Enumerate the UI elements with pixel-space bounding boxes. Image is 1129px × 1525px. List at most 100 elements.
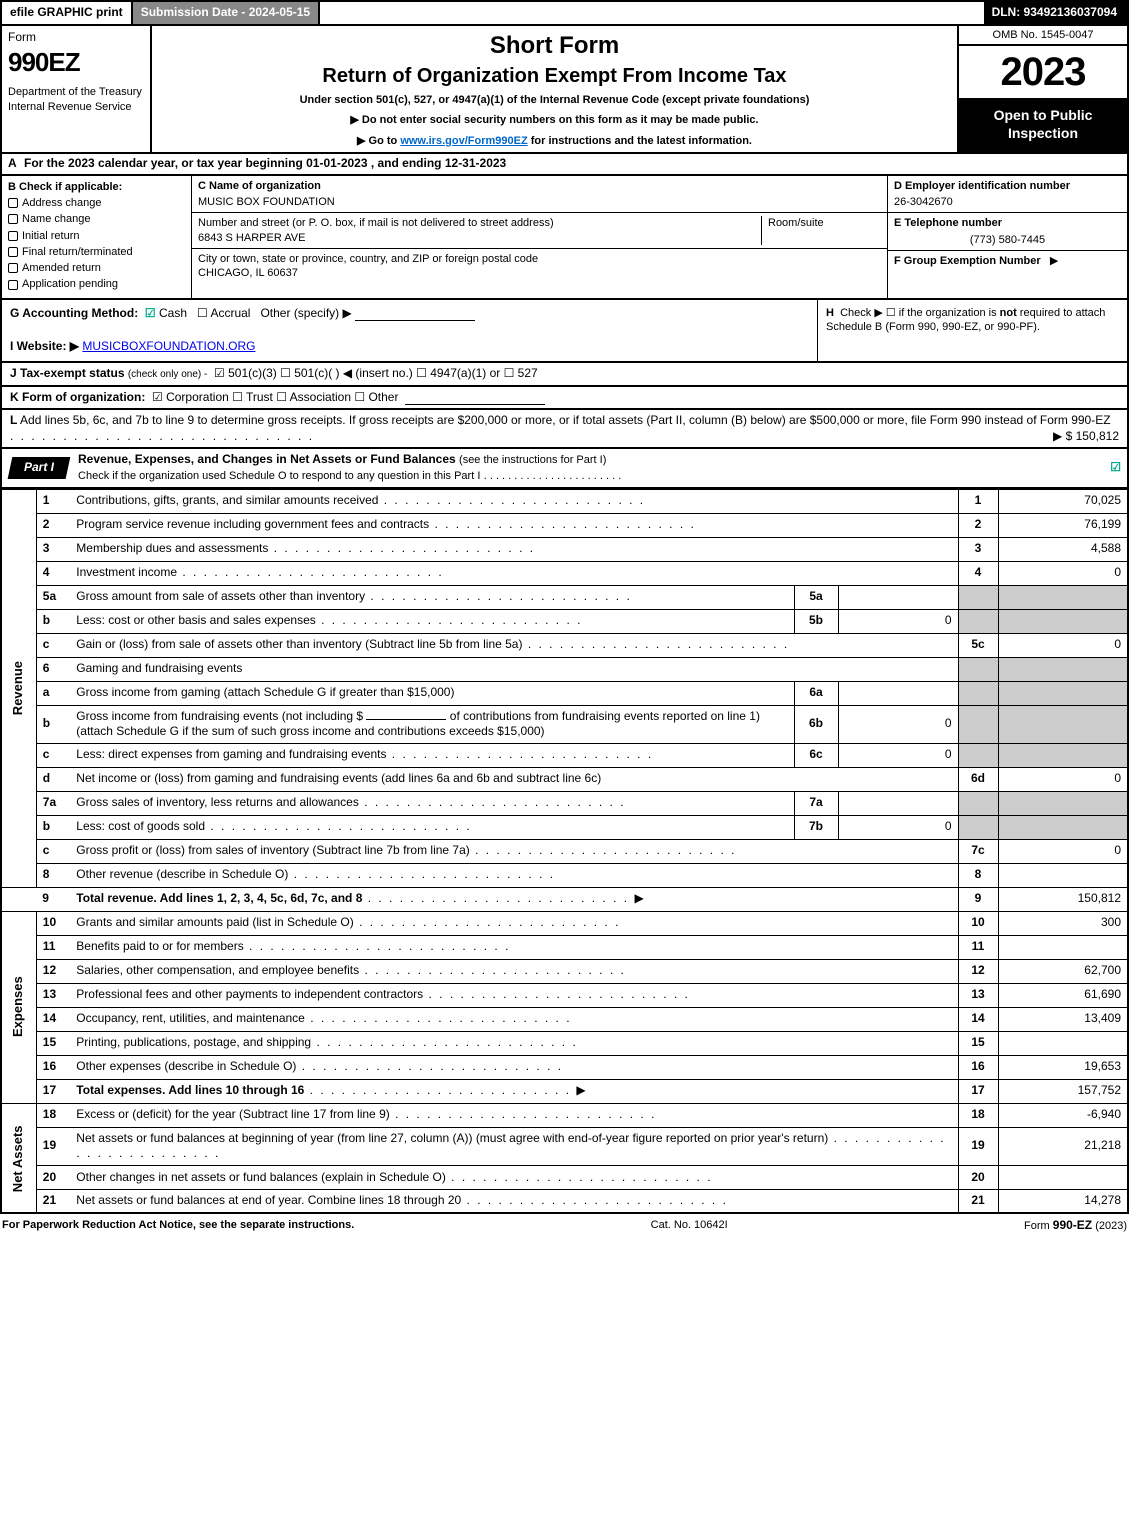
line-12: 12 Salaries, other compensation, and emp… [1,959,1128,983]
line-7a: 7a Gross sales of inventory, less return… [1,791,1128,815]
line-5a: 5a Gross amount from sale of assets othe… [1,585,1128,609]
addr-label: Number and street (or P. O. box, if mail… [198,216,761,230]
paperwork-notice: For Paperwork Reduction Act Notice, see … [2,1218,354,1234]
checkbox-icon [8,214,18,224]
line-6b-value: 0 [838,705,958,743]
open-to-public: Open to Public Inspection [959,100,1127,152]
col-b-label: B [8,181,16,193]
other-specify-line[interactable] [355,309,475,321]
h-not: not [1000,307,1017,319]
line-21-value: 14,278 [998,1189,1128,1213]
group-label: F Group Exemption Number [894,255,1041,267]
i-label: I Website: ▶ [10,339,79,353]
header-left: Form 990EZ Department of the Treasury In… [2,26,152,152]
line-6d-value: 0 [998,767,1128,791]
part1-title: Revenue, Expenses, and Changes in Net As… [68,449,1104,486]
l-text: Add lines 5b, 6c, and 7b to line 9 to de… [20,413,1111,427]
info-grid: B Check if applicable: Address change Na… [0,176,1129,300]
line-5a-value [838,585,958,609]
topbar-spacer [320,2,983,24]
goto-link[interactable]: www.irs.gov/Form990EZ [400,135,527,147]
line-6d: d Net income or (loss) from gaming and f… [1,767,1128,791]
header-center: Short Form Return of Organization Exempt… [152,26,957,152]
line-12-value: 62,700 [998,959,1128,983]
line-18-value: -6,940 [998,1103,1128,1127]
j-label: J Tax-exempt status [10,366,125,380]
line-20: 20 Other changes in net assets or fund b… [1,1165,1128,1189]
chk-amended-return[interactable]: Amended return [8,261,185,275]
header-right: OMB No. 1545-0047 2023 Open to Public In… [957,26,1127,152]
line-9: 9 Total revenue. Add lines 1, 2, 3, 4, 5… [1,887,1128,911]
line-5c: c Gain or (loss) from sale of assets oth… [1,633,1128,657]
goto-pre: ▶ Go to [357,135,400,147]
gray-cell [998,585,1128,609]
line-8: 8 Other revenue (describe in Schedule O)… [1,863,1128,887]
line-16-value: 19,653 [998,1055,1128,1079]
part1-table: Revenue 1 Contributions, gifts, grants, … [0,489,1129,1215]
chk-address-change[interactable]: Address change [8,196,185,210]
efile-print[interactable]: efile GRAPHIC print [2,2,133,24]
part1-tab: Part I [8,457,71,479]
j-sub: (check only one) - [128,369,207,380]
line-16: 16 Other expenses (describe in Schedule … [1,1055,1128,1079]
chk-final-return[interactable]: Final return/terminated [8,245,185,259]
line-7c-value: 0 [998,839,1128,863]
part1-checkmark: ☑ [1104,460,1127,476]
street-row: Number and street (or P. O. box, if mail… [192,213,887,249]
row-k: K Form of organization: ☑ Corporation ☐ … [0,387,1129,411]
org-name: MUSIC BOX FOUNDATION [198,195,881,209]
line-6a-value [838,681,958,705]
row-h: H Check ▶ ☐ if the organization is not r… [817,300,1127,361]
form-word: Form [8,30,144,46]
chk-name-change[interactable]: Name change [8,212,185,226]
return-title: Return of Organization Exempt From Incom… [162,63,947,89]
goto-post: for instructions and the latest informat… [528,135,752,147]
chk-initial-return[interactable]: Initial return [8,229,185,243]
chk-application-pending[interactable]: Application pending [8,277,185,291]
form-number: 990EZ [8,46,144,80]
goto-line: ▶ Go to www.irs.gov/Form990EZ for instru… [162,134,947,148]
l-arrow: ▶ [1053,429,1062,443]
checkbox-icon [8,247,18,257]
line-14-value: 13,409 [998,1007,1128,1031]
line-2-value: 76,199 [998,513,1128,537]
line-7b-value: 0 [838,815,958,839]
arrow-icon: ▶ [1050,255,1058,267]
tax-year: 2023 [959,46,1127,100]
line-6c-value: 0 [838,743,958,767]
line-5b: b Less: cost or other basis and sales ex… [1,609,1128,633]
checkbox-icon [8,198,18,208]
submission-date: Submission Date - 2024-05-15 [133,2,320,24]
tel-label: E Telephone number [894,216,1121,230]
line-4: 4 Investment income 4 0 [1,561,1128,585]
l-dots [10,429,314,443]
c-label: C Name of organization [198,180,321,192]
street: 6843 S HARPER AVE [198,231,761,245]
k-label: K Form of organization: [10,390,145,404]
form-ref: Form 990-EZ (2023) [1024,1218,1127,1234]
city-label: City or town, state or province, country… [198,252,881,266]
line-6c: c Less: direct expenses from gaming and … [1,743,1128,767]
line-14: 14 Occupancy, rent, utilities, and maint… [1,1007,1128,1031]
g-other: Other (specify) ▶ [260,306,351,320]
checkbox-icon [8,263,18,273]
room-suite-label: Room/suite [761,216,881,245]
website-link[interactable]: MUSICBOXFOUNDATION.ORG [82,339,255,353]
line-5b-value: 0 [838,609,958,633]
col-b: B Check if applicable: Address change Na… [2,176,192,298]
row-j: J Tax-exempt status (check only one) - ☑… [0,363,1129,387]
g-accrual: Accrual [210,306,250,320]
city-row: City or town, state or province, country… [192,249,887,284]
section-a-label: A [8,156,17,170]
section-a-text: For the 2023 calendar year, or tax year … [24,156,506,170]
section-a: A For the 2023 calendar year, or tax yea… [0,154,1129,176]
group-exemption-row: F Group Exemption Number ▶ [888,251,1127,298]
k-other-line[interactable] [405,393,545,405]
line-8-value [998,863,1128,887]
line-6a: a Gross income from gaming (attach Sched… [1,681,1128,705]
checkbox-icon [8,231,18,241]
row-l: L Add lines 5b, 6c, and 7b to line 9 to … [0,410,1129,449]
line-7a-value [838,791,958,815]
form-header: Form 990EZ Department of the Treasury In… [0,26,1129,154]
vlabel-expenses: Expenses [1,911,36,1103]
